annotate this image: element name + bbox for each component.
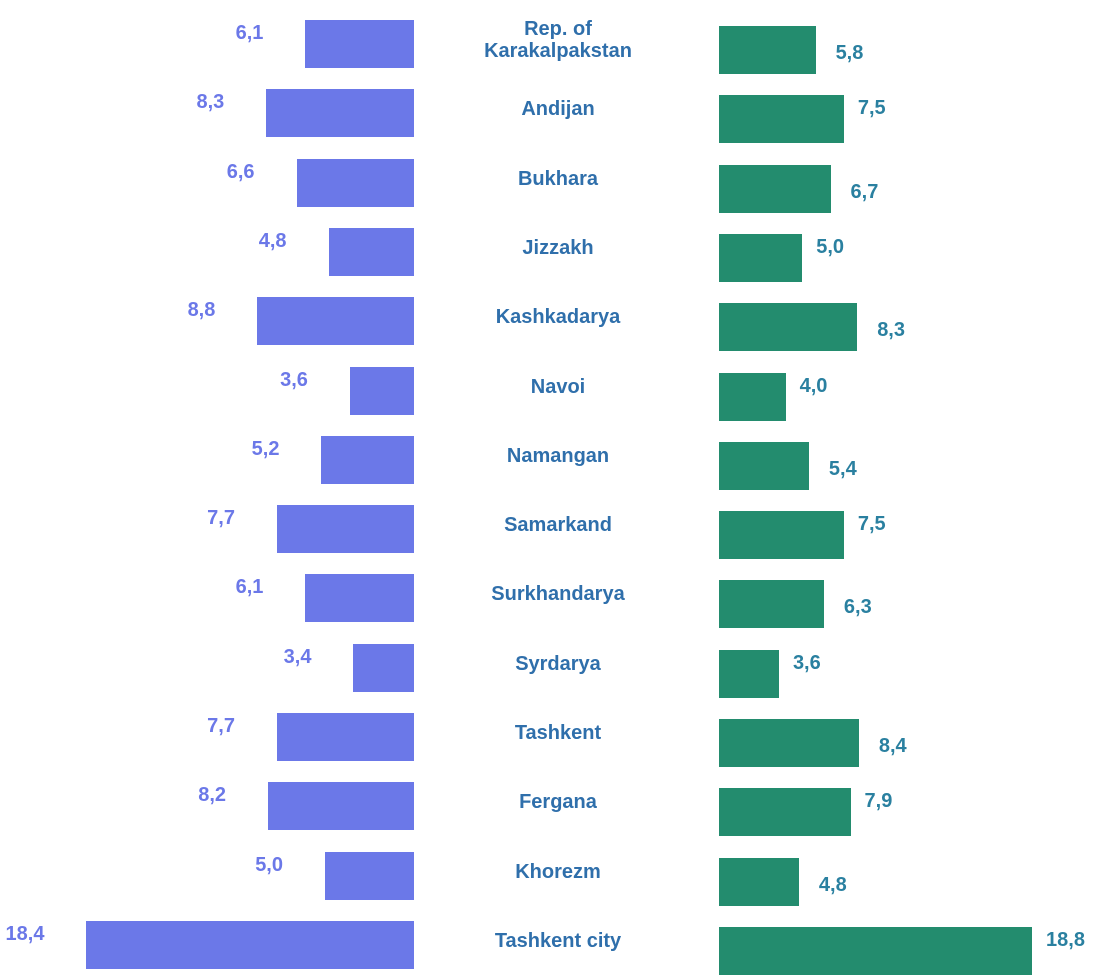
bar (719, 857, 799, 906)
bar (719, 580, 824, 629)
bar (349, 366, 414, 415)
category-label: Namangan (506, 444, 610, 467)
category-label: Bukhara (517, 167, 599, 190)
bar (276, 713, 414, 761)
category-label: Tashkent city (494, 929, 622, 952)
bar (266, 89, 414, 138)
bar (325, 851, 414, 900)
bar (719, 649, 779, 698)
bar (719, 164, 831, 213)
bar (305, 20, 414, 68)
value-label: 8,3 (877, 319, 905, 342)
value-label: 6,3 (843, 596, 872, 619)
bar (321, 435, 414, 484)
value-label: 8,4 (878, 735, 907, 757)
bar (276, 505, 414, 554)
bar (719, 233, 803, 282)
bar (719, 788, 851, 837)
value-label: 7,7 (207, 507, 235, 530)
category-label: Surkhandarya (491, 583, 625, 606)
value-label: 4,0 (799, 374, 828, 397)
value-label: 6,1 (235, 22, 264, 44)
bar (719, 95, 844, 144)
bar (719, 26, 816, 74)
bar (719, 303, 858, 352)
category-label: Syrdarya (515, 652, 601, 675)
value-label: 8,2 (198, 784, 227, 807)
bar (719, 926, 1033, 975)
value-label: 18,4 (5, 922, 45, 945)
bar (719, 511, 844, 560)
value-label: 6,7 (850, 180, 879, 203)
value-label: 3,4 (283, 645, 312, 668)
value-label: 7,7 (207, 715, 235, 737)
value-label: 5,0 (255, 853, 283, 876)
value-label: 8,3 (196, 91, 225, 114)
value-label: 5,0 (816, 235, 845, 258)
value-label: 4,8 (818, 873, 847, 896)
value-label: 7,9 (864, 790, 893, 813)
value-label: 7,5 (857, 513, 886, 536)
bar (305, 574, 414, 623)
value-label: 5,8 (835, 42, 864, 64)
category-label: Navoi (530, 375, 586, 398)
value-label: 7,5 (857, 97, 886, 120)
bar (719, 719, 859, 767)
category-label: Tashkent (514, 722, 602, 744)
category-label: Samarkand (504, 514, 612, 537)
category-label: Jizzakh (522, 236, 594, 259)
value-label: 3,6 (280, 368, 308, 391)
value-label: 6,6 (226, 160, 255, 183)
value-label: 8,8 (187, 299, 216, 322)
category-label: Fergana (519, 791, 597, 814)
category-label: Andijan (521, 98, 595, 121)
bar (719, 441, 809, 490)
value-label: 18,8 (1046, 928, 1085, 951)
bar (353, 643, 414, 692)
bar (268, 782, 414, 831)
value-label: 3,6 (792, 651, 821, 674)
category-label: Khorezm (515, 860, 601, 883)
bar (719, 372, 786, 421)
bar (328, 227, 414, 276)
value-label: 5,4 (828, 457, 857, 480)
value-label: 6,1 (235, 576, 264, 599)
value-label: 4,8 (258, 229, 287, 252)
category-label: Kashkadarya (495, 306, 621, 329)
bar (257, 297, 414, 346)
bar (296, 158, 414, 207)
bar (86, 920, 414, 969)
value-label: 5,2 (251, 437, 280, 460)
category-label: Rep. of Karakalpakstan (484, 18, 632, 62)
